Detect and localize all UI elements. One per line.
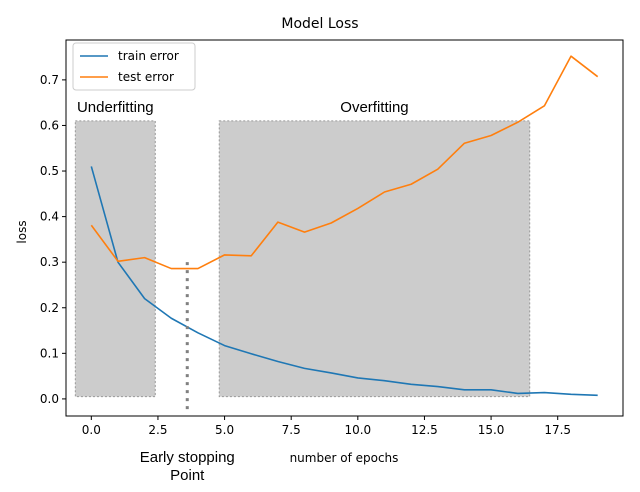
data-point-train-error	[303, 367, 305, 369]
x-tick-label: 0.0	[82, 423, 101, 437]
data-point-train-error	[410, 383, 412, 385]
y-tick-label: 0.2	[40, 301, 59, 315]
x-tick-label: 17.5	[544, 423, 571, 437]
data-point-train-error	[570, 393, 572, 395]
data-point-train-error	[596, 394, 598, 396]
data-point-train-error	[143, 297, 145, 299]
y-tick-label: 0.4	[40, 210, 59, 224]
x-tick-label: 12.5	[411, 423, 438, 437]
legend-label-test-error: test error	[118, 70, 174, 84]
data-point-test-error	[357, 207, 359, 209]
data-point-test-error	[330, 222, 332, 224]
region-label-underfitting: Underfitting	[77, 99, 154, 116]
region-overfitting	[218, 120, 531, 398]
series-line-train-error	[90, 166, 598, 397]
early-stopping-label: Early stopping	[140, 449, 235, 466]
data-point-train-error	[437, 385, 439, 387]
data-point-test-error	[517, 121, 519, 123]
x-tick-label: 10.0	[344, 423, 371, 437]
data-point-train-error	[517, 392, 519, 394]
series-line-test-error	[90, 55, 599, 270]
data-point-test-error	[197, 267, 199, 269]
legend-box	[72, 42, 196, 91]
chart-title: Model Loss	[281, 16, 358, 32]
data-point-train-error	[250, 353, 252, 355]
x-tick-label: 5.0	[215, 423, 234, 437]
early-stopping-label-point: Point	[170, 467, 205, 484]
data-point-test-error	[303, 231, 305, 233]
data-point-test-error	[570, 55, 572, 57]
y-tick-label: 0.0	[40, 392, 59, 406]
series-lines-layer	[90, 55, 599, 397]
data-point-train-error	[543, 391, 545, 393]
data-point-train-error	[90, 165, 92, 167]
data-point-test-error	[90, 224, 92, 226]
data-point-test-error	[143, 256, 145, 258]
data-point-test-error	[277, 221, 279, 223]
data-point-test-error	[596, 75, 598, 77]
legend-label-train-error: train error	[118, 49, 179, 63]
data-point-test-error	[490, 134, 492, 136]
x-tick-label: 2.5	[148, 423, 167, 437]
data-point-train-error	[197, 332, 199, 334]
data-point-test-error	[223, 254, 225, 256]
data-point-test-error	[543, 105, 545, 107]
data-point-train-error	[223, 344, 225, 346]
data-point-train-error	[170, 317, 172, 319]
data-point-test-error	[383, 191, 385, 193]
y-ticks: 0.0 0.1 0.2 0.3 0.4 0.5 0.6 0.7	[40, 73, 66, 406]
data-point-test-error	[437, 168, 439, 170]
data-point-train-error	[490, 389, 492, 391]
data-point-test-error	[170, 267, 172, 269]
data-point-test-error	[463, 142, 465, 144]
x-axis-label: number of epochs	[290, 451, 399, 465]
x-tick-label: 15.0	[478, 423, 505, 437]
y-axis-label: loss	[15, 220, 29, 243]
y-tick-label: 0.7	[40, 73, 59, 87]
data-point-train-error	[330, 372, 332, 374]
data-point-train-error	[463, 389, 465, 391]
x-ticks: 0.0 2.5 5.0 7.5 10.0 12.5 15.0 17.5	[82, 416, 571, 437]
data-point-train-error	[277, 360, 279, 362]
data-point-test-error	[250, 255, 252, 257]
data-point-test-error	[117, 260, 119, 262]
y-tick-label: 0.6	[40, 118, 59, 132]
y-tick-label: 0.1	[40, 346, 59, 360]
legend: train error test error	[72, 42, 196, 91]
y-tick-label: 0.5	[40, 164, 59, 178]
y-tick-label: 0.3	[40, 255, 59, 269]
data-point-test-error	[410, 183, 412, 185]
region-label-overfitting: Overfitting	[340, 99, 408, 116]
regions-layer: Underfitting Overfitting	[74, 99, 531, 398]
axes-frame	[65, 39, 624, 417]
data-point-train-error	[357, 377, 359, 379]
x-tick-label: 7.5	[282, 423, 301, 437]
data-point-train-error	[383, 379, 385, 381]
